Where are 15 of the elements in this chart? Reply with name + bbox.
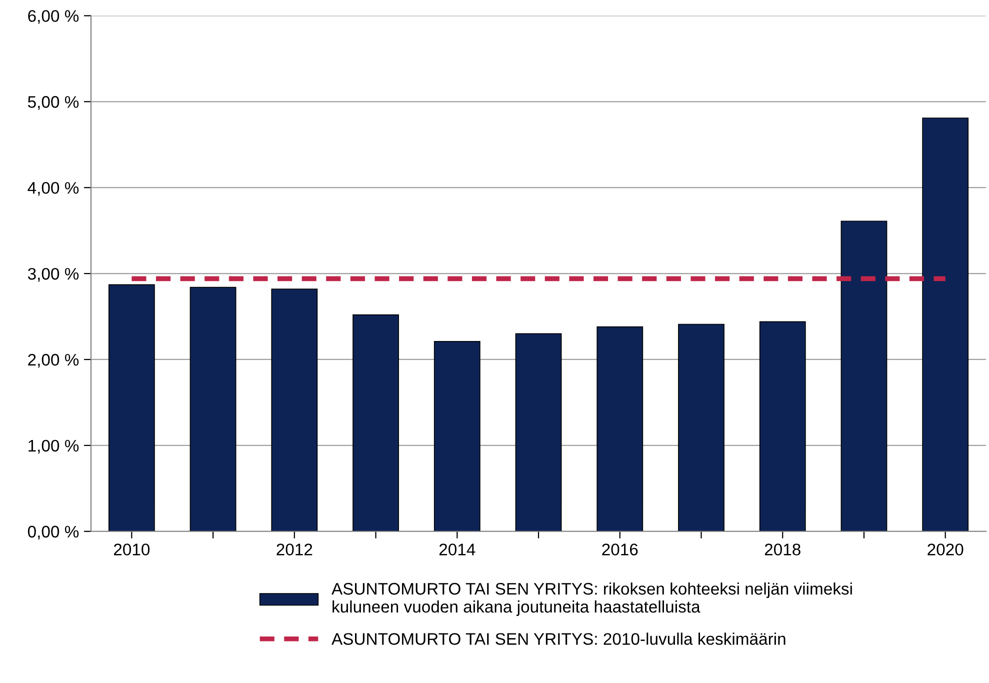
y-tick-label: 6,00 % [28,10,79,24]
y-tick-label: 3,00 % [28,268,79,282]
x-tick-label: 2010 [114,544,150,556]
y-tick-label: 5,00 % [28,96,79,110]
x-tick-label: 2014 [439,544,476,556]
y-tick-label: 4,00 % [28,182,79,196]
legend-label: ASUNTOMURTO TAI SEN YRITYS: rikoksen kohteeksi neljän viimeksi kuluneen vuoden aikana joutuneita haastatelluista [332,582,852,616]
x-tick-label: 2012 [276,544,312,556]
x-tick-label: 2016 [602,544,638,556]
y-tick-label: 0,00 % [28,526,79,540]
legend-label: ASUNTOMURTO TAI SEN YRITYS: 2010-luvulla keskimäärin [332,632,786,645]
x-tick-label: 2020 [928,544,964,556]
y-tick-label: 2,00 % [28,354,79,368]
y-tick-label: 1,00 % [28,440,79,454]
x-tick-label: 2018 [764,544,800,556]
